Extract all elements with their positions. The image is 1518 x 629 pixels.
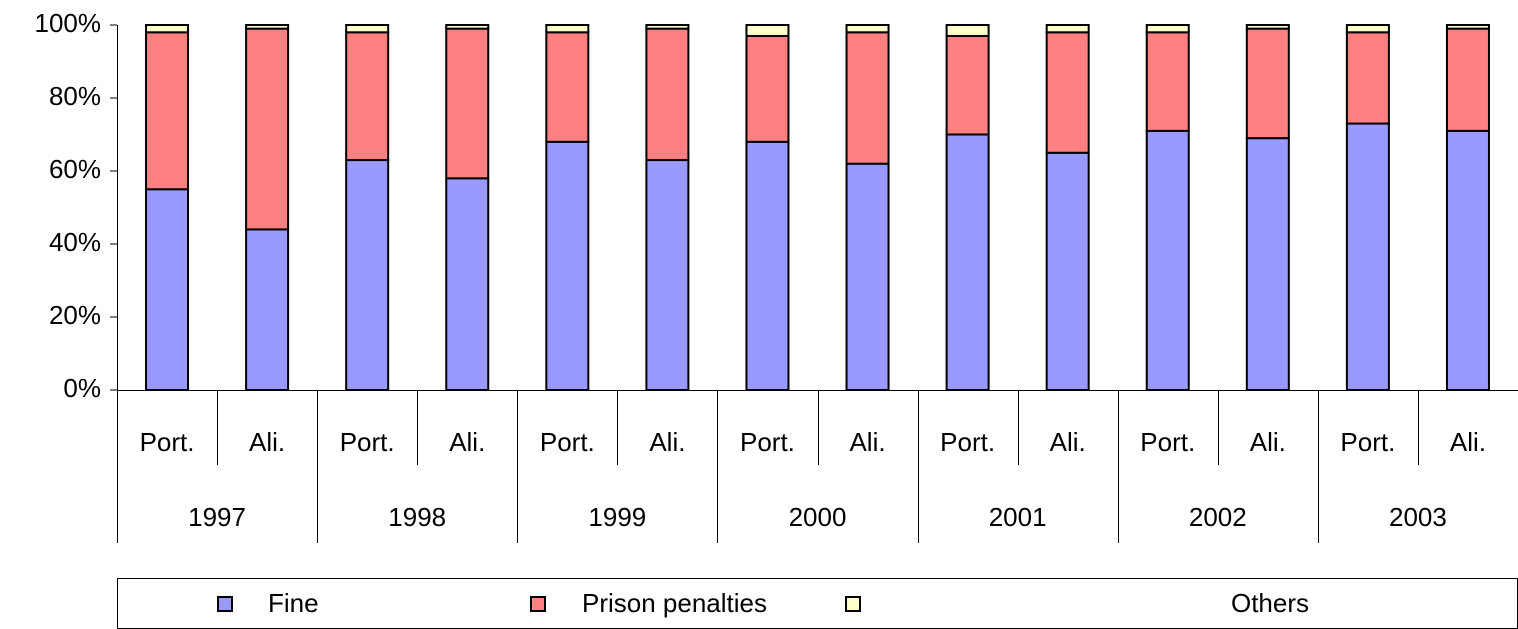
bar-segment [745,24,790,37]
bar-segment [545,24,590,34]
bar-segment [1345,24,1390,34]
bar-segment [645,24,690,30]
bar-segment [1245,24,1290,30]
bar-segment [1145,129,1190,391]
bar-segment [645,27,690,162]
bar-segment [145,31,190,191]
legend-swatch [530,596,546,612]
y-tick-label: 40% [49,227,101,257]
bar-segment [1245,27,1290,140]
legend-label: Fine [268,588,319,618]
bar-segment [345,31,390,162]
y-tick-label: 60% [49,154,101,184]
bar-segment [345,24,390,34]
bar-segment [845,24,890,34]
bar-segment [845,31,890,165]
bar-segment [245,27,290,231]
legend-swatch [845,596,861,612]
x-tick-label: Ali. [449,427,485,457]
x-tick-label: Ali. [1450,427,1486,457]
bar-segment [1345,122,1390,392]
bar-segment [1245,137,1290,391]
bar-segment [1045,31,1090,154]
bar-segment [745,140,790,391]
y-tick-label: 100% [35,8,102,38]
x-tick-label: Ali. [249,427,285,457]
x-tick-label: Ali. [849,427,885,457]
bar-segment [145,24,190,34]
bar-segment [1345,31,1390,125]
x-tick-label: Port. [140,427,195,457]
bar-segment [145,188,190,391]
x-tick-label: Port. [1340,427,1395,457]
bar-segment [1445,24,1490,30]
bar-segment [1445,129,1490,391]
legend-label: Prison penalties [582,588,767,618]
group-label: 2000 [789,502,847,532]
bar-segment [445,27,490,180]
x-tick-label: Port. [940,427,995,457]
x-tick-label: Port. [540,427,595,457]
bar-segment [1145,24,1190,34]
group-label: 2003 [1389,502,1447,532]
bar-segment [1045,151,1090,391]
group-label: 2002 [1189,502,1247,532]
x-tick-label: Ali. [1050,427,1086,457]
bar-segment [1145,31,1190,132]
bar-segment [545,31,590,143]
bar-segment [745,34,790,143]
bar-segment [345,159,390,391]
bar-segment [445,177,490,391]
bar-segment [945,24,990,37]
x-tick-label: Port. [740,427,795,457]
bar-segment [1445,27,1490,132]
group-label: 2001 [989,502,1047,532]
y-tick-label: 20% [49,300,101,330]
x-tick-label: Port. [1140,427,1195,457]
bar-segment [945,133,990,391]
group-label: 1998 [388,502,446,532]
bar-segment [845,162,890,391]
bar-segment [945,34,990,136]
legend-label: Others [1231,588,1309,618]
bar-segment [545,140,590,391]
bar-segment [245,228,290,391]
x-tick-label: Ali. [649,427,685,457]
bar-segment [645,159,690,391]
bar-segment [245,24,290,30]
y-tick-label: 0% [63,373,101,403]
legend-swatch [217,596,233,612]
bar-segment [445,24,490,30]
group-label: 1999 [588,502,646,532]
bar-segment [1045,24,1090,34]
x-tick-label: Ali. [1250,427,1286,457]
x-tick-label: Port. [340,427,395,457]
y-tick-label: 80% [49,81,101,111]
group-label: 1997 [188,502,246,532]
